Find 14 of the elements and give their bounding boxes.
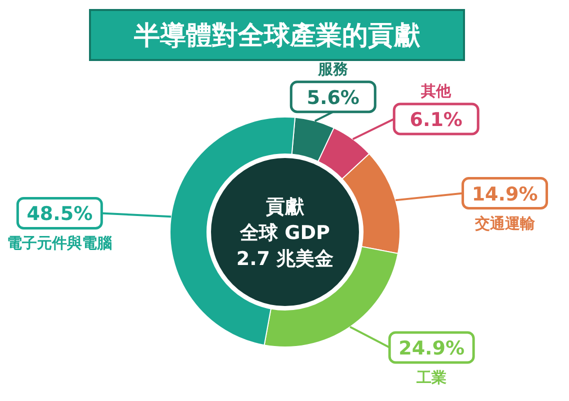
data-label: 5.6% xyxy=(306,86,360,109)
data-label: 48.5% xyxy=(26,203,93,226)
data-label: 14.9% xyxy=(472,183,538,206)
data-label: 24.9% xyxy=(398,337,465,360)
slice-label: 交通運輸 xyxy=(474,214,536,232)
slice-label: 電子元件與電腦 xyxy=(7,234,112,252)
text: 全球 GDP xyxy=(239,222,330,244)
slice-label: 服務 xyxy=(317,60,350,78)
slice-label: 工業 xyxy=(416,368,447,386)
data-label: 6.1% xyxy=(410,108,462,131)
chart-title: 半導體對全球產業的貢獻 xyxy=(133,21,421,51)
text: 2.7 兆美金 xyxy=(236,248,334,270)
slice-label: 其他 xyxy=(420,82,452,100)
text: 貢獻 xyxy=(265,196,305,218)
